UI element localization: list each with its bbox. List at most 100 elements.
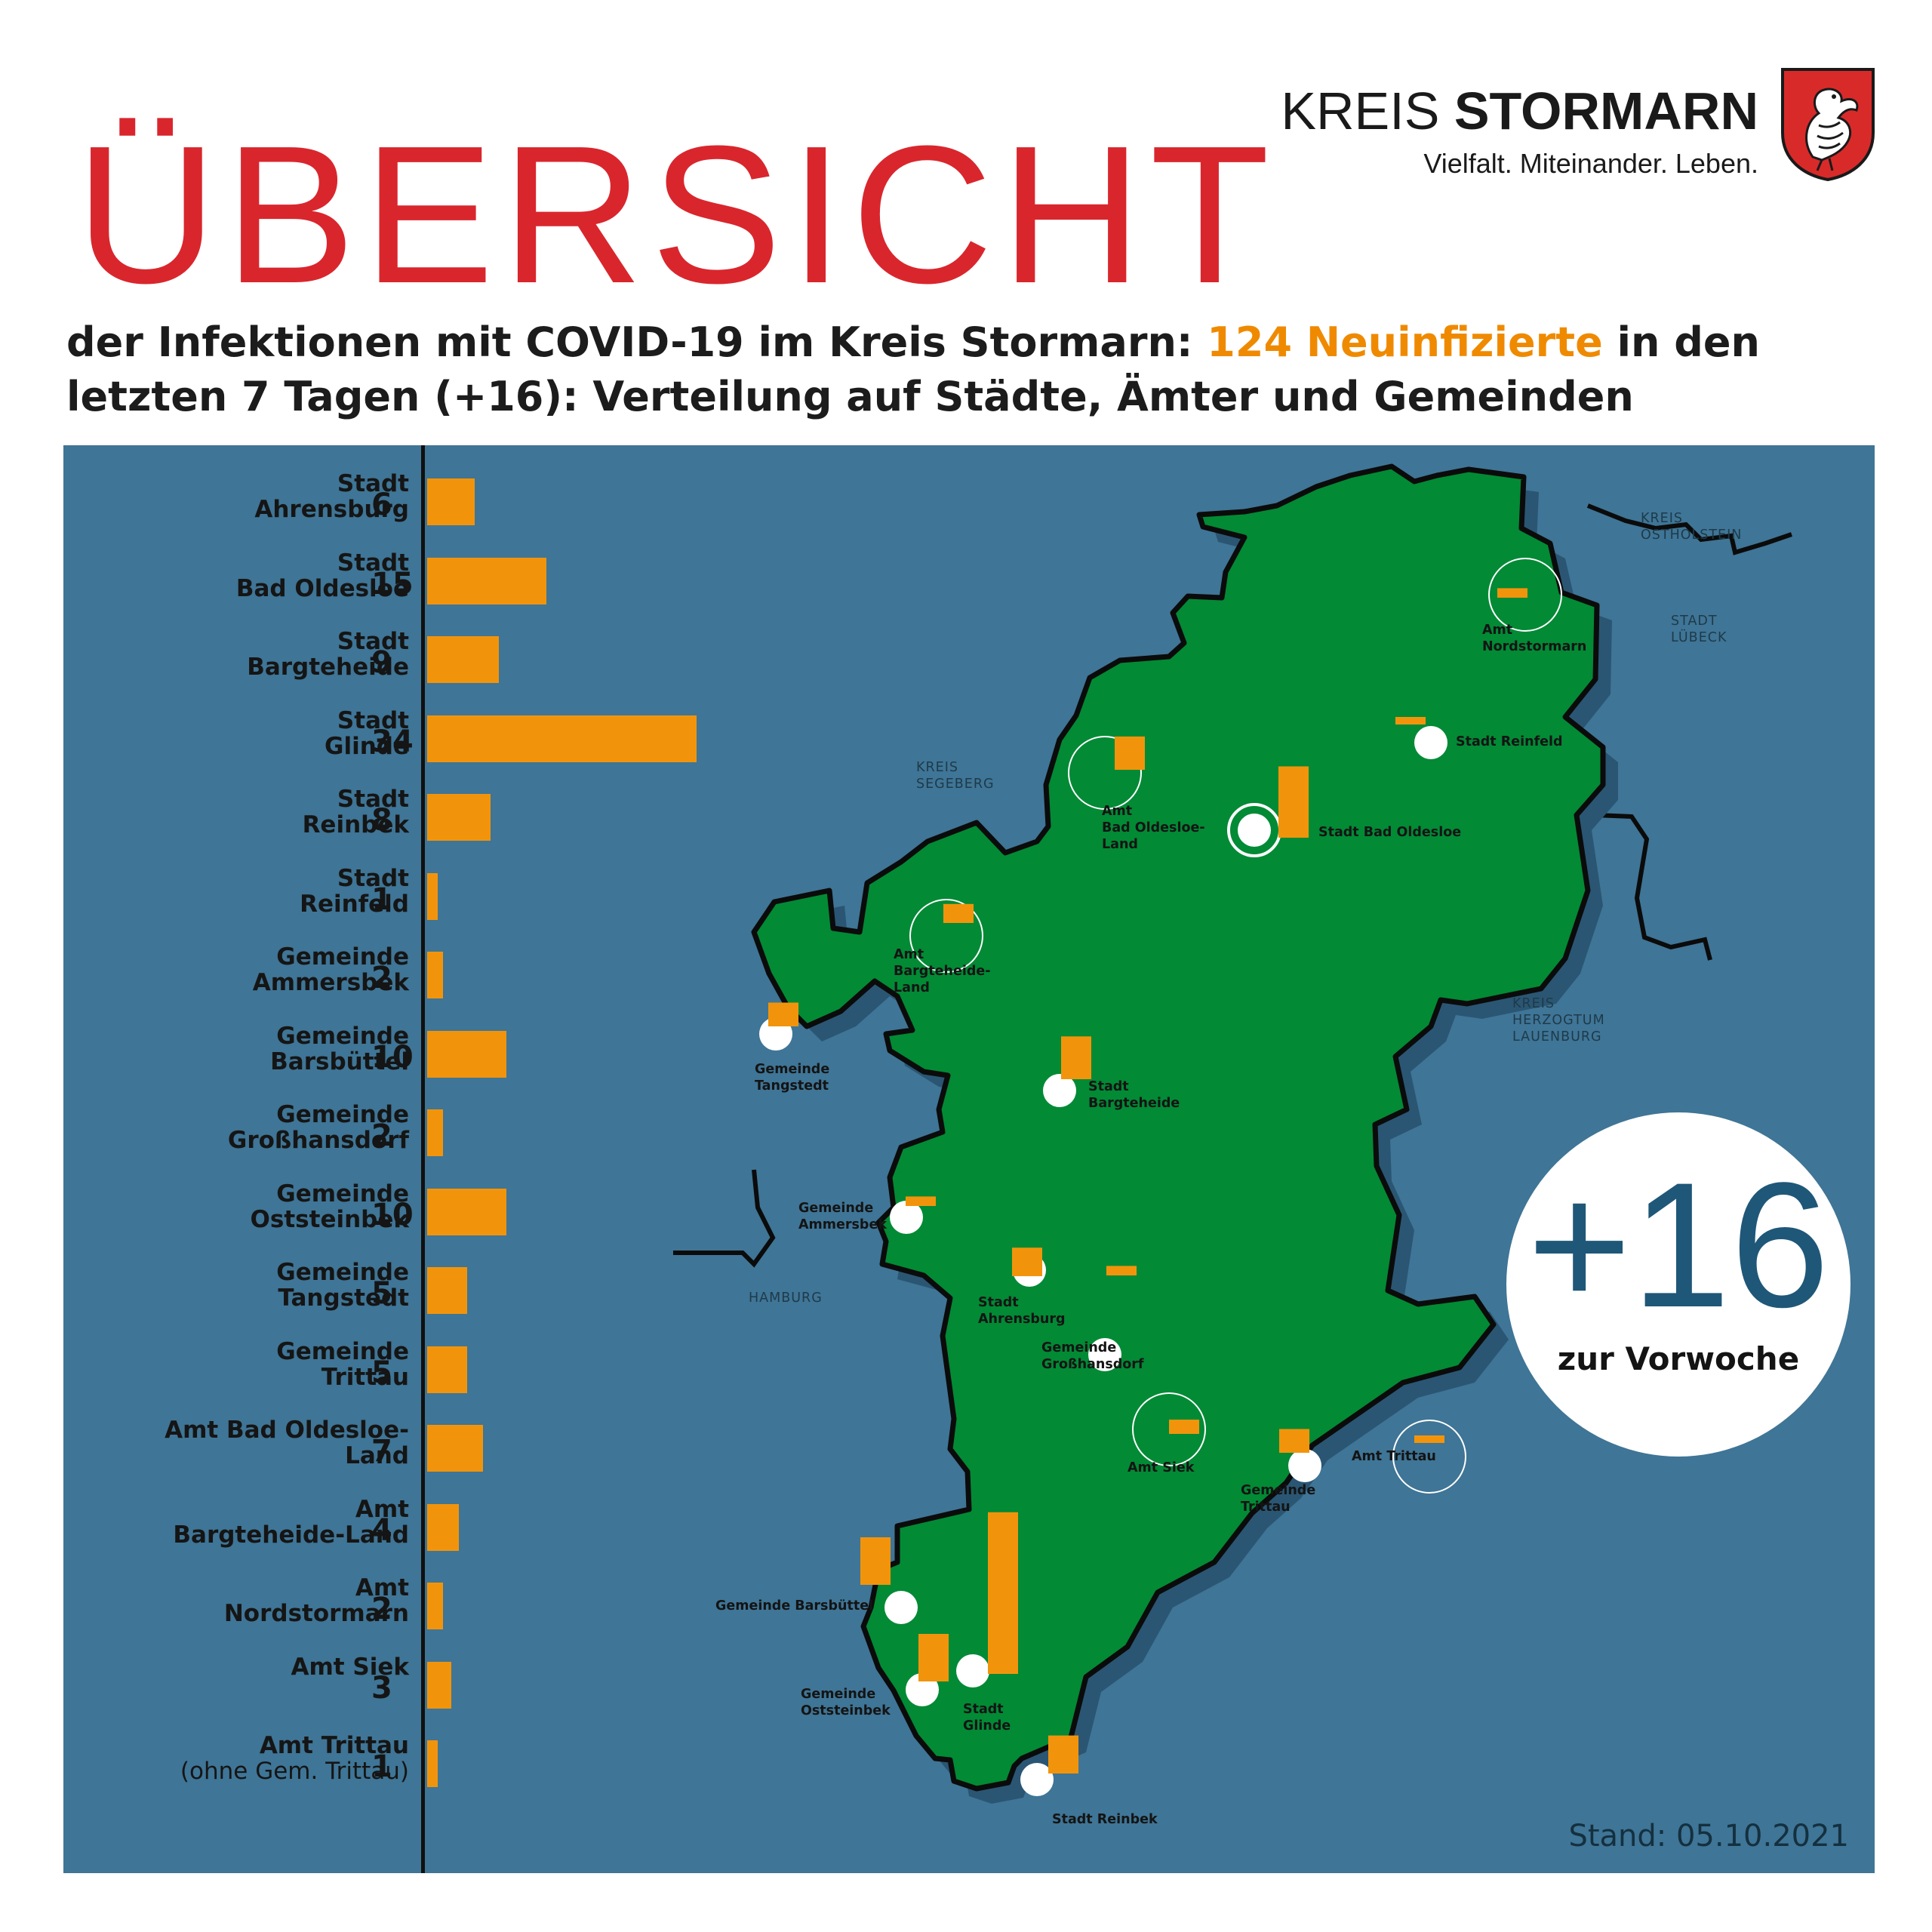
place-bar bbox=[988, 1512, 1018, 1674]
bar-label-line1: Gemeinde bbox=[276, 1022, 409, 1050]
bar-row: Stadt Reinbek 8 bbox=[63, 786, 1875, 866]
bar-label-line1: Stadt bbox=[337, 628, 409, 655]
bar-label: Gemeinde Tangstedt bbox=[276, 1260, 409, 1311]
bar bbox=[427, 794, 491, 841]
place-label-line: Stadt Reinfeld bbox=[1456, 734, 1563, 749]
bar-label-line1: Gemeinde bbox=[276, 1337, 409, 1365]
subtitle-part-1: der Infektionen mit COVID-19 im Kreis St… bbox=[66, 318, 1208, 366]
place-bar bbox=[1106, 1266, 1137, 1275]
border-ostholstein bbox=[1586, 503, 1792, 555]
bar-label: Gemeinde Ammersbek bbox=[253, 944, 409, 995]
bar bbox=[427, 636, 499, 683]
place-label-line: Gemeinde bbox=[755, 1062, 829, 1077]
bar-value-label: 4 bbox=[371, 1512, 392, 1548]
map-place: Gemeinde Trittau bbox=[1241, 1429, 1321, 1515]
bar-value-label: 9 bbox=[371, 645, 392, 680]
label-luebeck-line2: LÜBECK bbox=[1671, 629, 1727, 645]
bar-label-line1: Gemeinde bbox=[276, 1259, 409, 1286]
bar-row: Gemeinde Ammersbek 2 bbox=[63, 944, 1875, 1023]
bar-value-label: 10 bbox=[371, 1197, 414, 1232]
bar-value-label: 1 bbox=[371, 1749, 392, 1784]
place-label: Gemeinde Trittau bbox=[1241, 1483, 1315, 1515]
bar-row: Amt Trittau (ohne Gem. Trittau) 1 bbox=[63, 1733, 1875, 1812]
map-place: Amt Nordstormarn bbox=[1482, 558, 1586, 654]
place-bar bbox=[943, 903, 974, 923]
place-label: Stadt Bad Oldesloe bbox=[1318, 825, 1461, 840]
place-label: Gemeinde Ammersbek bbox=[798, 1201, 887, 1232]
place-marker bbox=[1020, 1763, 1054, 1796]
bar-row: Stadt Reinfeld 1 bbox=[63, 866, 1875, 945]
bar-label-line1: Amt bbox=[355, 1495, 409, 1523]
place-label-line: Ammersbek bbox=[798, 1217, 887, 1232]
bar-label: Amt Bad Oldesloe- Land bbox=[165, 1417, 409, 1469]
bar-label-line1: Gemeinde bbox=[276, 943, 409, 971]
page-subtitle: der Infektionen mit COVID-19 im Kreis St… bbox=[66, 315, 1878, 424]
label-ostholstein-line1: KREIS bbox=[1641, 511, 1683, 526]
place-label-line: Tangstedt bbox=[755, 1078, 829, 1094]
place-marker bbox=[909, 899, 983, 973]
bar-label-line2: Bargteheide bbox=[247, 654, 409, 681]
place-label: Gemeinde Oststeinbek bbox=[801, 1687, 891, 1718]
bar bbox=[427, 1425, 483, 1472]
place-label-line: Gemeinde bbox=[1041, 1340, 1116, 1355]
map-place: Gemeinde Oststeinbek bbox=[801, 1634, 949, 1718]
map-place: Stadt Bargteheide bbox=[1043, 1036, 1180, 1111]
bar bbox=[427, 1188, 506, 1235]
place-bar bbox=[1169, 1420, 1199, 1434]
place-label-line: Stadt bbox=[1088, 1079, 1129, 1094]
place-label: Gemeinde Barsbüttel bbox=[715, 1598, 873, 1614]
bar-label-line2: Nordstormarn bbox=[223, 1600, 409, 1627]
logo-wordmark: KREIS STORMARN bbox=[1281, 85, 1758, 137]
place-label-line: Land bbox=[894, 980, 930, 995]
place-label-line: Amt bbox=[1102, 804, 1132, 819]
bar-label-line2: Großhansdorf bbox=[227, 1127, 409, 1154]
bar-label-line1: Amt Siek bbox=[291, 1653, 410, 1681]
bar-label: Stadt Glinde bbox=[325, 708, 409, 759]
weekly-change-badge: +16 zur Vorwoche bbox=[1506, 1112, 1850, 1457]
bar-row: Gemeinde Barsbüttel 10 bbox=[63, 1023, 1875, 1103]
label-lauenburg-line2: HERZOGTUM bbox=[1512, 1013, 1605, 1028]
bar-label: Gemeinde Großhansdorf bbox=[228, 1102, 409, 1153]
badge-value: +16 bbox=[1527, 1146, 1830, 1345]
logo-claim: Vielfalt. Miteinander. Leben. bbox=[1423, 148, 1758, 179]
bar-label-line2: Land bbox=[345, 1442, 409, 1469]
place-bar bbox=[1414, 1435, 1444, 1443]
place-label-line: Nordstormarn bbox=[1482, 639, 1586, 654]
bar-label-line2: (ohne Gem. Trittau) bbox=[180, 1758, 409, 1785]
map-place: Stadt Glinde bbox=[956, 1512, 1018, 1734]
map-place: Gemeinde Barsbüttel bbox=[715, 1537, 918, 1624]
bar bbox=[427, 1346, 467, 1393]
bar-label: Stadt Bad Oldesloe bbox=[236, 550, 409, 601]
bar bbox=[427, 1267, 467, 1314]
bar-row: Gemeinde Oststeinbek 10 bbox=[63, 1181, 1875, 1260]
place-label-line: Gemeinde bbox=[801, 1687, 875, 1702]
bar-label-line2: Barsbüttel bbox=[270, 1048, 409, 1075]
bar-value-label: 2 bbox=[371, 961, 392, 995]
label-segeberg-line1: KREIS bbox=[916, 760, 958, 775]
bar-row: Gemeinde Großhansdorf 2 bbox=[63, 1102, 1875, 1181]
bar bbox=[427, 1661, 451, 1709]
bar-value-label: 34 bbox=[371, 724, 414, 759]
place-bar bbox=[768, 1002, 798, 1026]
place-label: Amt Trittau bbox=[1352, 1449, 1436, 1464]
map-place: Stadt Ahrensburg bbox=[978, 1247, 1066, 1327]
label-lauenburg-line3: LAUENBURG bbox=[1512, 1029, 1602, 1044]
bar-row: Stadt Bad Oldesloe 15 bbox=[63, 550, 1875, 629]
place-label-line: Bargteheide bbox=[1088, 1096, 1180, 1111]
bar-label-line1: Amt Trittau bbox=[259, 1732, 409, 1759]
bar-label-line2: Bargteheide-Land bbox=[173, 1521, 409, 1549]
crest-swan-feet bbox=[1816, 158, 1834, 171]
label-hamburg: HAMBURG bbox=[749, 1291, 823, 1306]
bar-label-line1: Stadt bbox=[337, 549, 409, 577]
map-place: Amt Siek bbox=[1128, 1392, 1206, 1475]
bar-label: Amt Bargteheide-Land bbox=[173, 1497, 409, 1548]
place-marker bbox=[884, 1591, 918, 1624]
bar-value-label: 15 bbox=[371, 566, 414, 601]
bar-label: Amt Siek bbox=[291, 1654, 410, 1680]
label-hamburg-line1: HAMBURG bbox=[749, 1291, 823, 1306]
bar-label: Stadt Bargteheide bbox=[247, 629, 409, 680]
map-place: Gemeinde Tangstedt bbox=[755, 1002, 829, 1094]
place-label-line: Land bbox=[1102, 837, 1138, 852]
bar-label-line2: Ammersbek bbox=[252, 969, 409, 996]
bar-row: Amt Bad Oldesloe- Land 7 bbox=[63, 1417, 1875, 1497]
